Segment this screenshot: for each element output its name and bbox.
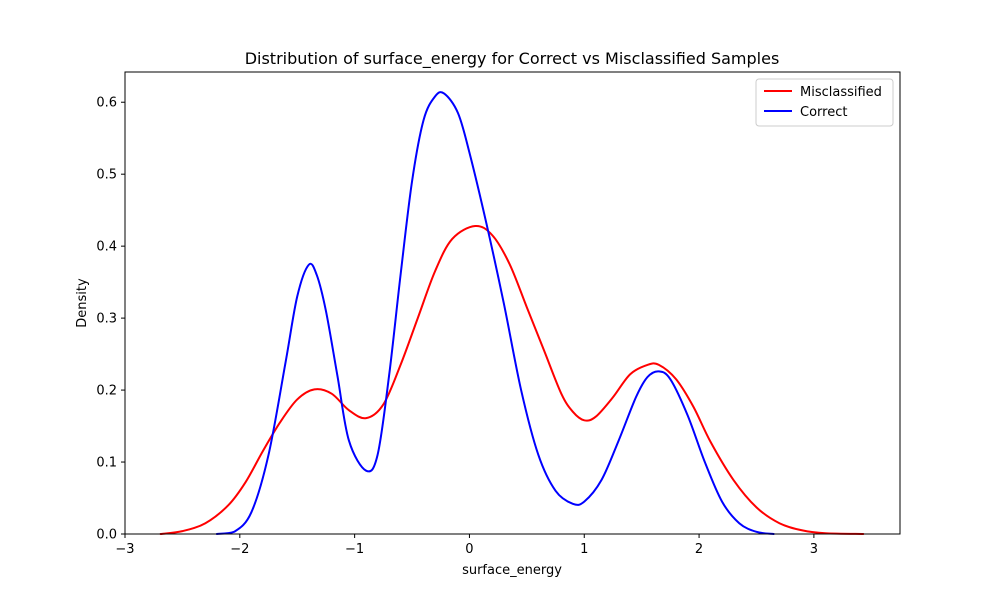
plot-frame — [124, 71, 901, 535]
y-tick-label: 0.1 — [96, 456, 117, 471]
x-axis-ticks: −3 −2 −1 0 1 2 3 — [115, 534, 818, 557]
legend: Misclassified Correct — [755, 78, 894, 127]
legend-label-correct: Correct — [800, 105, 847, 120]
y-axis-ticks: 0.0 0.1 0.2 0.3 0.4 0.5 0.6 — [96, 96, 125, 543]
y-tick-label: 0.4 — [96, 240, 117, 255]
x-tick-label: 0 — [465, 542, 473, 557]
x-axis-label: surface_energy — [462, 563, 562, 578]
series-layer — [159, 91, 865, 535]
y-tick-label: 0.3 — [96, 312, 117, 327]
series-line-correct — [215, 91, 775, 535]
y-tick-label: 0.0 — [96, 528, 117, 543]
y-axis-label: Density — [75, 278, 90, 328]
x-tick-label: −3 — [115, 542, 134, 557]
x-tick-label: 2 — [695, 542, 703, 557]
y-tick-label: 0.5 — [96, 168, 117, 183]
y-tick-label: 0.6 — [96, 96, 117, 111]
legend-label-misclassified: Misclassified — [800, 85, 882, 100]
x-tick-label: 1 — [580, 542, 588, 557]
x-tick-label: 3 — [810, 542, 818, 557]
x-tick-label: −2 — [230, 542, 249, 557]
plot-area — [124, 71, 901, 535]
chart-title: Distribution of surface_energy for Corre… — [245, 49, 780, 69]
x-tick-label: −1 — [345, 542, 364, 557]
y-tick-label: 0.2 — [96, 384, 117, 399]
series-line-misclassified — [159, 224, 865, 535]
